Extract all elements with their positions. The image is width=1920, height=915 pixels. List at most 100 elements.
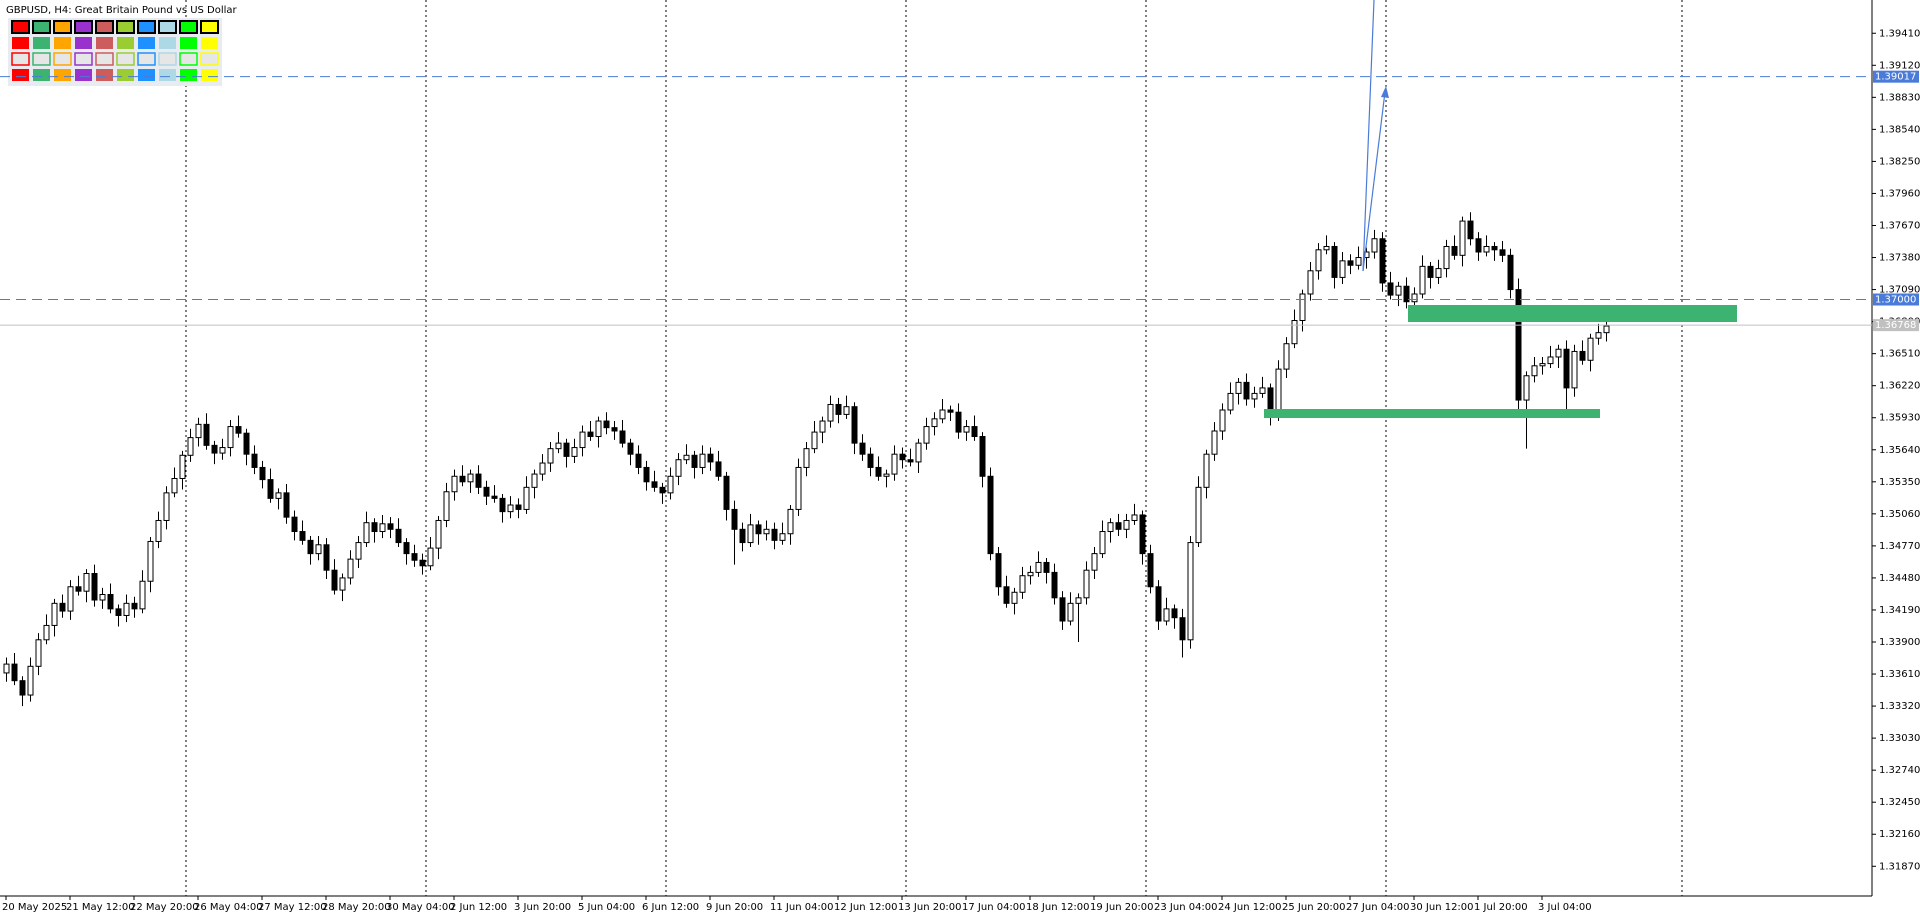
palette-swatch xyxy=(179,20,198,34)
candle-body xyxy=(491,495,498,499)
candle-body xyxy=(747,524,754,544)
y-tick-label: 1.36510 xyxy=(1879,349,1920,360)
candle-body xyxy=(179,454,186,479)
palette-swatch xyxy=(96,37,113,49)
candle-body xyxy=(1323,245,1330,251)
candle-body xyxy=(611,427,618,432)
x-tick-label: 3 Jul 04:00 xyxy=(1538,902,1592,913)
candle-body xyxy=(603,420,610,429)
candle-body xyxy=(875,466,882,477)
candle-body xyxy=(1547,356,1554,365)
candle-body xyxy=(1347,260,1354,266)
candle-body xyxy=(1531,365,1538,377)
palette-swatch xyxy=(95,20,114,34)
candle-body xyxy=(443,491,450,521)
candle-body xyxy=(91,573,98,601)
candle-body xyxy=(1219,409,1226,432)
candle-body xyxy=(1187,542,1194,641)
palette-swatch xyxy=(200,20,219,34)
candle-body xyxy=(11,663,18,682)
candle-body xyxy=(483,486,490,497)
candle-body xyxy=(1419,265,1426,295)
candle-body xyxy=(123,602,130,616)
palette-swatch xyxy=(159,69,176,81)
candle-body xyxy=(1307,270,1314,295)
candle-body xyxy=(1539,363,1546,367)
candle-body xyxy=(1003,586,1010,604)
candle-body xyxy=(203,423,210,446)
x-tick-label: 18 Jun 12:00 xyxy=(1026,902,1090,913)
x-tick-label: 28 May 20:00 xyxy=(322,902,391,913)
palette-swatch xyxy=(180,69,197,81)
candle-body xyxy=(227,426,234,449)
candle-body xyxy=(51,602,58,626)
candle-body xyxy=(1019,575,1026,593)
candle-body xyxy=(67,586,74,612)
price-line-box xyxy=(1873,319,1919,332)
candle-body xyxy=(323,544,330,571)
candle-body xyxy=(379,523,386,533)
candle-body xyxy=(1011,591,1018,604)
candle-body xyxy=(283,492,290,518)
candle-body xyxy=(1243,381,1250,400)
candle-body xyxy=(1043,561,1050,573)
candle-body xyxy=(307,539,314,555)
candle-body xyxy=(1083,569,1090,599)
palette-swatch xyxy=(75,37,92,49)
candle-body xyxy=(723,475,730,510)
candle-body xyxy=(763,528,770,535)
candle-body xyxy=(1563,348,1570,389)
candle-body xyxy=(1235,381,1242,394)
zone xyxy=(1408,305,1737,322)
palette-swatch xyxy=(201,37,218,49)
candle-body xyxy=(587,431,594,438)
level-line-box xyxy=(1873,293,1919,306)
candle-body xyxy=(1107,522,1114,533)
x-tick-label: 9 Jun 20:00 xyxy=(706,902,763,913)
palette-swatch xyxy=(95,52,114,66)
price-line-label: 1.36768 xyxy=(1875,320,1916,331)
candle-body xyxy=(851,406,858,444)
candle-body xyxy=(131,602,138,610)
y-tick-label: 1.34480 xyxy=(1879,573,1920,584)
candle-body xyxy=(667,475,674,494)
candle-body xyxy=(1051,571,1058,599)
x-tick-label: 6 Jun 12:00 xyxy=(642,902,699,913)
x-tick-label: 12 Jun 12:00 xyxy=(834,902,898,913)
candle-body xyxy=(1523,375,1530,401)
candle-body xyxy=(1555,348,1562,358)
candle-body xyxy=(1115,522,1122,530)
candle-body xyxy=(675,459,682,477)
candle-body xyxy=(1595,332,1602,339)
candle-body xyxy=(1291,320,1298,345)
x-tick-label: 2 Jun 12:00 xyxy=(450,902,507,913)
candle-body xyxy=(395,528,402,544)
candle-body xyxy=(1387,282,1394,296)
y-tick-label: 1.39120 xyxy=(1879,60,1920,71)
y-tick-label: 1.34770 xyxy=(1879,541,1920,552)
palette-swatch xyxy=(32,20,51,34)
candle-body xyxy=(1275,368,1282,415)
candle-body xyxy=(635,453,642,468)
candle-body xyxy=(235,426,242,434)
candle-body xyxy=(331,569,338,591)
candle-body xyxy=(75,586,82,592)
palette-swatch xyxy=(96,69,113,81)
candle-body xyxy=(363,522,370,544)
candle-body xyxy=(275,492,282,499)
x-tick-label: 1 Jul 20:00 xyxy=(1474,902,1528,913)
candle-body xyxy=(1355,257,1362,266)
palette-swatch xyxy=(74,20,93,34)
candle-body xyxy=(163,492,170,521)
candle-body xyxy=(155,519,162,542)
candle-body xyxy=(1451,245,1458,256)
zone xyxy=(1264,409,1600,418)
palette-swatch xyxy=(200,52,219,66)
palette-swatch xyxy=(138,37,155,49)
candle-body xyxy=(515,504,522,510)
palette-swatch xyxy=(32,52,51,66)
y-tick-label: 1.35060 xyxy=(1879,509,1920,520)
x-tick-label: 13 Jun 20:00 xyxy=(898,902,962,913)
palette-swatch xyxy=(75,69,92,81)
